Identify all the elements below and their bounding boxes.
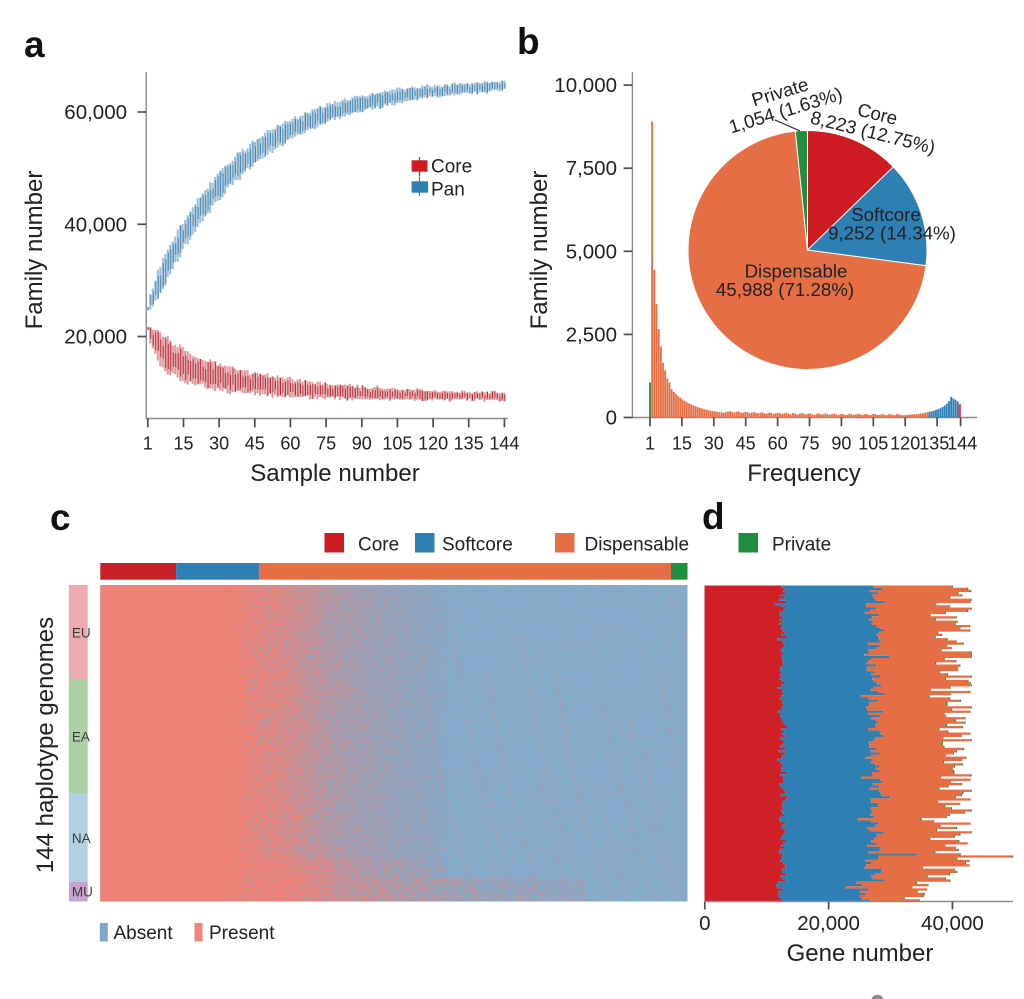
svg-text:b: b	[517, 21, 540, 62]
svg-text:20,000: 20,000	[797, 912, 860, 935]
svg-text:Dispensable: Dispensable	[585, 535, 690, 556]
svg-text:10,000: 10,000	[554, 74, 617, 97]
svg-text:60: 60	[768, 434, 788, 454]
svg-text:7,500: 7,500	[566, 157, 617, 180]
svg-text:1: 1	[143, 434, 153, 454]
svg-text:5,000: 5,000	[566, 240, 617, 263]
svg-text:75: 75	[799, 434, 819, 454]
svg-text:Core: Core	[358, 535, 399, 556]
svg-text:MU: MU	[72, 885, 93, 900]
svg-text:30: 30	[209, 434, 229, 454]
svg-text:144: 144	[947, 434, 977, 454]
svg-text:EU: EU	[72, 625, 91, 640]
svg-text:Absent: Absent	[114, 923, 174, 944]
svg-text:Present: Present	[209, 923, 275, 944]
svg-text:Pan: Pan	[431, 180, 465, 201]
svg-text:105: 105	[858, 434, 888, 454]
svg-text:120: 120	[890, 434, 920, 454]
svg-text:Family number: Family number	[526, 171, 553, 330]
svg-text:60,000: 60,000	[64, 101, 127, 124]
svg-text:Core: Core	[431, 157, 472, 178]
svg-text:144 haplotype genomes: 144 haplotype genomes	[32, 617, 59, 873]
svg-text:9,252 (14.34%): 9,252 (14.34%)	[828, 223, 956, 244]
svg-text:105: 105	[382, 434, 412, 454]
svg-text:75: 75	[316, 434, 336, 454]
svg-text:45: 45	[245, 434, 265, 454]
svg-text:30: 30	[704, 434, 724, 454]
svg-text:120: 120	[418, 434, 448, 454]
svg-text:0: 0	[606, 407, 617, 430]
svg-text:90: 90	[831, 434, 851, 454]
svg-text:144: 144	[489, 434, 519, 454]
svg-text:Private: Private	[772, 535, 831, 556]
svg-text:Gene number: Gene number	[787, 940, 934, 967]
svg-text:c: c	[50, 497, 71, 538]
svg-text:20,000: 20,000	[64, 326, 127, 349]
svg-text:135: 135	[919, 434, 949, 454]
svg-text:135: 135	[454, 434, 484, 454]
svg-text:Frequency: Frequency	[747, 460, 860, 487]
svg-text:Softcore: Softcore	[851, 204, 921, 225]
svg-text:EA: EA	[72, 730, 90, 745]
svg-text:45: 45	[736, 434, 756, 454]
svg-text:2,500: 2,500	[566, 323, 617, 346]
svg-text:0: 0	[699, 912, 710, 935]
svg-text:90: 90	[352, 434, 372, 454]
svg-text:60: 60	[280, 434, 300, 454]
svg-text:15: 15	[672, 434, 692, 454]
svg-text:40,000: 40,000	[64, 213, 127, 236]
svg-text:a: a	[24, 24, 45, 65]
svg-text:Sample number: Sample number	[250, 460, 419, 487]
svg-text:Family number: Family number	[21, 171, 48, 330]
svg-text:45,988 (71.28%): 45,988 (71.28%)	[716, 279, 854, 300]
svg-text:NA: NA	[72, 831, 91, 846]
svg-text:40,000: 40,000	[921, 912, 984, 935]
svg-text:1: 1	[645, 434, 655, 454]
svg-text:d: d	[702, 496, 725, 537]
svg-text:Softcore: Softcore	[442, 535, 513, 556]
svg-text:15: 15	[173, 434, 193, 454]
svg-text:Dispensable: Dispensable	[745, 261, 848, 282]
